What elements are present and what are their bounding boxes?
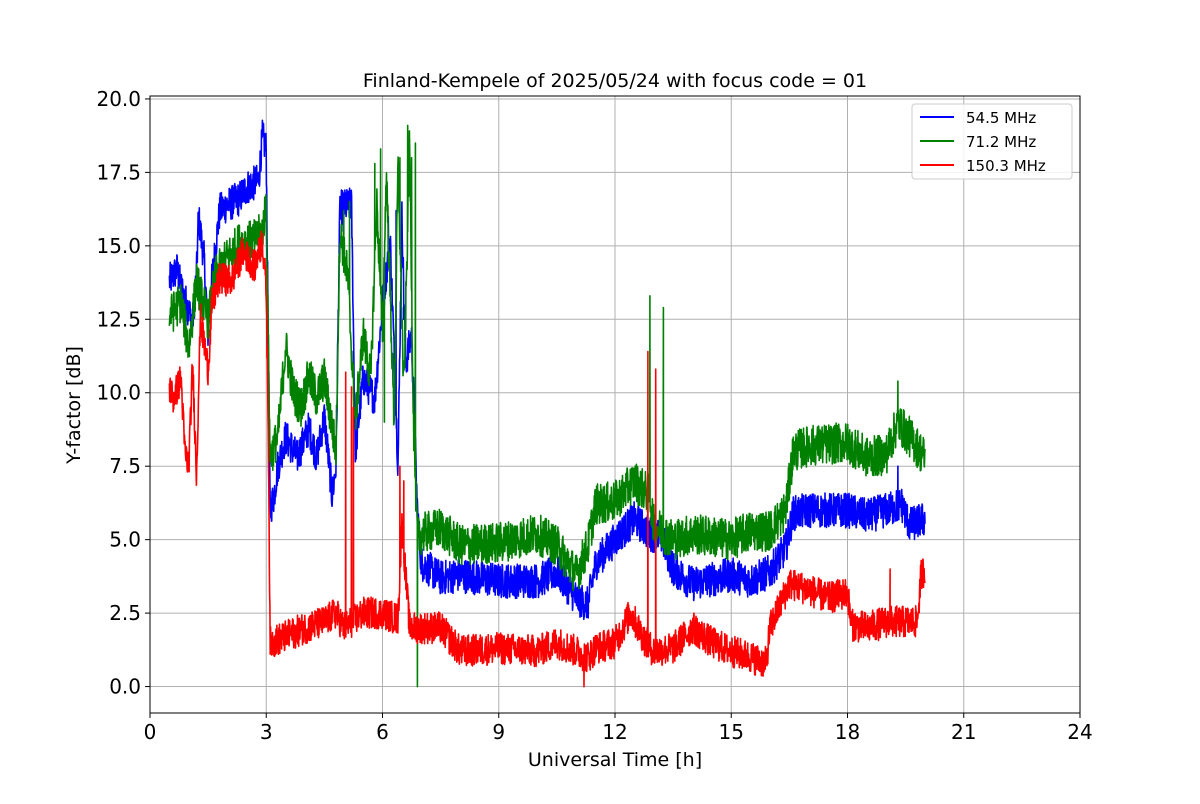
x-tick-label: 21 [951,720,976,744]
legend: 54.5 MHz 71.2 MHz 150.3 MHz [911,103,1073,180]
y-axis: 0.0 2.5 5.0 7.5 10.0 12.5 15.0 17.5 20.0 [96,87,150,699]
x-tick-label: 15 [719,720,744,744]
series-line-0 [168,119,926,621]
x-tick-label: 3 [260,720,273,744]
y-axis-label: Y-factor [dB] [63,346,85,465]
legend-box [911,103,1073,180]
y-tick-label: 0.0 [109,675,141,699]
y-tick-label: 17.5 [96,160,141,184]
y-tick-label: 15.0 [96,234,141,258]
y-tick-label: 2.5 [109,601,141,625]
y-tick-label: 10.0 [96,381,141,405]
legend-label-150: 150.3 MHz [966,157,1046,175]
series-line-1 [168,124,926,688]
x-tick-label: 0 [144,720,157,744]
x-tick-label: 24 [1067,720,1092,744]
x-axis-label: Universal Time [h] [528,749,702,771]
x-tick-label: 12 [602,720,627,744]
y-tick-label: 5.0 [109,528,141,552]
y-tick-label: 7.5 [109,454,141,478]
legend-label-71: 71.2 MHz [966,133,1036,151]
y-tick-label: 12.5 [96,307,141,331]
x-tick-label: 6 [376,720,389,744]
legend-label-54: 54.5 MHz [966,109,1036,127]
series-layer [168,119,926,688]
x-axis: 0 3 6 9 12 15 18 21 24 [144,713,1093,744]
x-tick-label: 9 [492,720,505,744]
x-tick-label: 18 [835,720,860,744]
y-tick-label: 20.0 [96,87,141,111]
series-line-2 [168,230,926,688]
chart-title: Finland-Kempele of 2025/05/24 with focus… [363,70,867,92]
